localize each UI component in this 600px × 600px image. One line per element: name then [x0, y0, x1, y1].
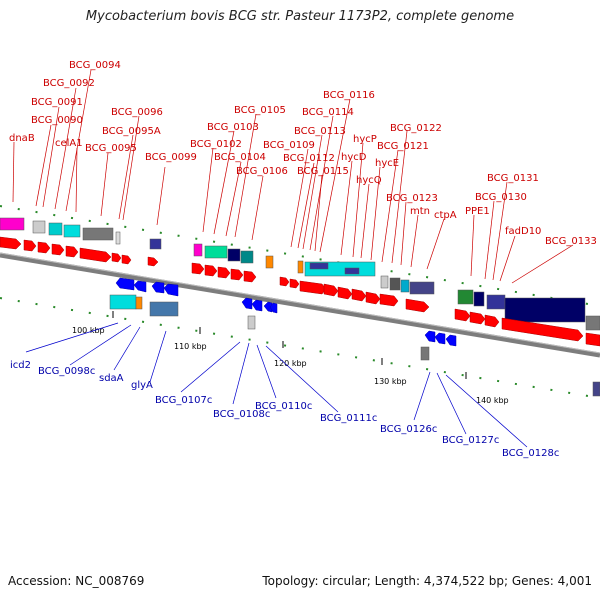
feature-bcg0113 [309, 262, 329, 270]
feature-bcg0121 [380, 275, 389, 289]
gene-label-bcg0090: BCG_0090 [31, 115, 83, 126]
feature-bcg0133 [585, 315, 600, 331]
forward-features [0, 217, 600, 331]
gene-label-glyA: glyA [131, 380, 153, 391]
gene-label-hycE: hycE [375, 158, 399, 169]
feature-bcg0098c [135, 296, 143, 310]
gene-label-bcg0092: BCG_0092 [43, 78, 95, 89]
gene-label-sdaA: sdaA [99, 373, 124, 384]
reverse-leaders [25, 322, 528, 448]
feature-celA1 [115, 231, 121, 245]
feature-fadD10 [504, 297, 586, 323]
gene-label-hycD: hycD [341, 152, 367, 163]
reverse-gene-arrows [115, 277, 457, 347]
gene-label-bcg0122: BCG_0122 [390, 123, 442, 134]
gene-label-bcg0130: BCG_0130 [475, 192, 527, 203]
gene-label-bcg0123: BCG_0123 [386, 193, 438, 204]
gene-label-bcg0115: BCG_0115 [297, 166, 349, 177]
gene-label-bcg0095a: BCG_0095A [102, 126, 161, 137]
gene-label-bcg0098c: BCG_0098c [38, 366, 95, 377]
genome-backbone-highlight [0, 252, 600, 354]
gene-label-bcg0131: BCG_0131 [487, 173, 539, 184]
gene-label-bcg0102: BCG_0102 [190, 139, 242, 150]
gene-label-bcg0091: BCG_0091 [31, 97, 83, 108]
feature-bcg0108c [247, 315, 256, 330]
gene-label-bcg0105: BCG_0105 [234, 105, 286, 116]
feature-bcg0090 [32, 220, 46, 234]
gene-label-bcg0095: BCG_0095 [85, 143, 137, 154]
genome-summary: Topology: circular; Length: 4,374,522 bp… [262, 574, 592, 588]
feature-glyA [149, 301, 179, 317]
forward-labels: dnaB BCG_0090 BCG_0091 BCG_0092 BCG_0094… [9, 60, 597, 247]
gene-label-ctpA: ctpA [434, 210, 457, 221]
feature-bcg0099 [149, 238, 162, 250]
feature-bcg0122 [389, 277, 401, 291]
gene-label-bcg0121: BCG_0121 [377, 141, 429, 152]
gene-label-bcg0127c: BCG_0127c [442, 435, 499, 446]
gene-label-bcg0106: BCG_0106 [236, 166, 288, 177]
gene-label-bcg0103: BCG_0103 [207, 122, 259, 133]
gene-label-mtn: mtn [410, 206, 430, 217]
gene-label-bcg0108c: BCG_0108c [213, 409, 270, 420]
feature-icd2 [109, 294, 137, 310]
ticks: 100 kbp 110 kbp 120 kbp 130 kbp 140 kbp [72, 311, 509, 405]
gene-label-bcg0099: BCG_0099 [145, 152, 197, 163]
forward-gene-arrows [0, 236, 600, 347]
feature-bcg0105 [240, 250, 254, 264]
gene-label-bcg0104: BCG_0104 [214, 152, 266, 163]
gene-label-hycQ: hycQ [356, 175, 382, 186]
feature-bcg0104 [227, 248, 241, 262]
gene-label-fadD10: fadD10 [505, 226, 541, 237]
gene-label-bcg0111c: BCG_0111c [320, 413, 377, 424]
gene-label-bcg0133: BCG_0133 [545, 236, 597, 247]
gene-label-bcg0094: BCG_0094 [69, 60, 121, 71]
gene-label-dnaB: dnaB [9, 133, 35, 144]
feature-bcg0092 [63, 224, 81, 238]
gene-label-bcg0126c: BCG_0126c [380, 424, 437, 435]
feature-ppe1 [457, 289, 474, 305]
feature-bcg0128c [592, 381, 600, 397]
forward-leaders [12, 69, 574, 284]
reverse-labels: icd2 BCG_0098c sdaA glyA BCG_0107c BCG_0… [10, 360, 559, 459]
gene-label-bcg0113: BCG_0113 [294, 126, 346, 137]
gene-label-bcg0110c: BCG_0110c [255, 401, 312, 412]
gene-label-bcg0107c: BCG_0107c [155, 395, 212, 406]
feature-bcg0123 [400, 279, 410, 293]
gene-label-bcg0112: BCG_0112 [283, 153, 335, 164]
gene-label-hycP: hycP [353, 134, 377, 145]
feature-bcg0115 [344, 267, 360, 275]
tick-label: 120 kbp [274, 359, 307, 368]
feature-bcg0106 [265, 255, 274, 269]
gene-label-bcg0114: BCG_0114 [302, 107, 354, 118]
feature-bcg0126c [420, 346, 430, 361]
gene-label-ppe1: PPE1 [465, 206, 490, 217]
feature-bcg0103 [204, 245, 228, 259]
gene-label-celA1: celA1 [55, 138, 83, 149]
feature-bcg0094 [82, 227, 114, 241]
gene-label-icd2: icd2 [10, 360, 31, 371]
gene-label-bcg0109: BCG_0109 [263, 140, 315, 151]
tick-label: 130 kbp [374, 377, 407, 386]
map-title: Mycobacterium bovis BCG str. Pasteur 117… [85, 9, 515, 24]
feature-mtn [409, 281, 435, 295]
reverse-features [109, 294, 600, 397]
gene-label-bcg0096: BCG_0096 [111, 107, 163, 118]
gene-label-bcg0128c: BCG_0128c [502, 448, 559, 459]
tick-label: 110 kbp [174, 342, 207, 351]
feature-bcg0091 [48, 222, 63, 236]
feature-bcg0109 [297, 260, 304, 274]
accession: Accession: NC_008769 [8, 574, 145, 588]
genome-backbone [0, 252, 600, 358]
feature-bcg0130 [473, 291, 485, 307]
feature-dnaB [0, 217, 25, 231]
feature-bcg0102 [193, 243, 203, 257]
feature-bcg0131 [486, 294, 506, 310]
tick-label: 100 kbp [72, 326, 105, 335]
gene-label-bcg0116: BCG_0116 [323, 90, 375, 101]
tick-label: 140 kbp [476, 396, 509, 405]
